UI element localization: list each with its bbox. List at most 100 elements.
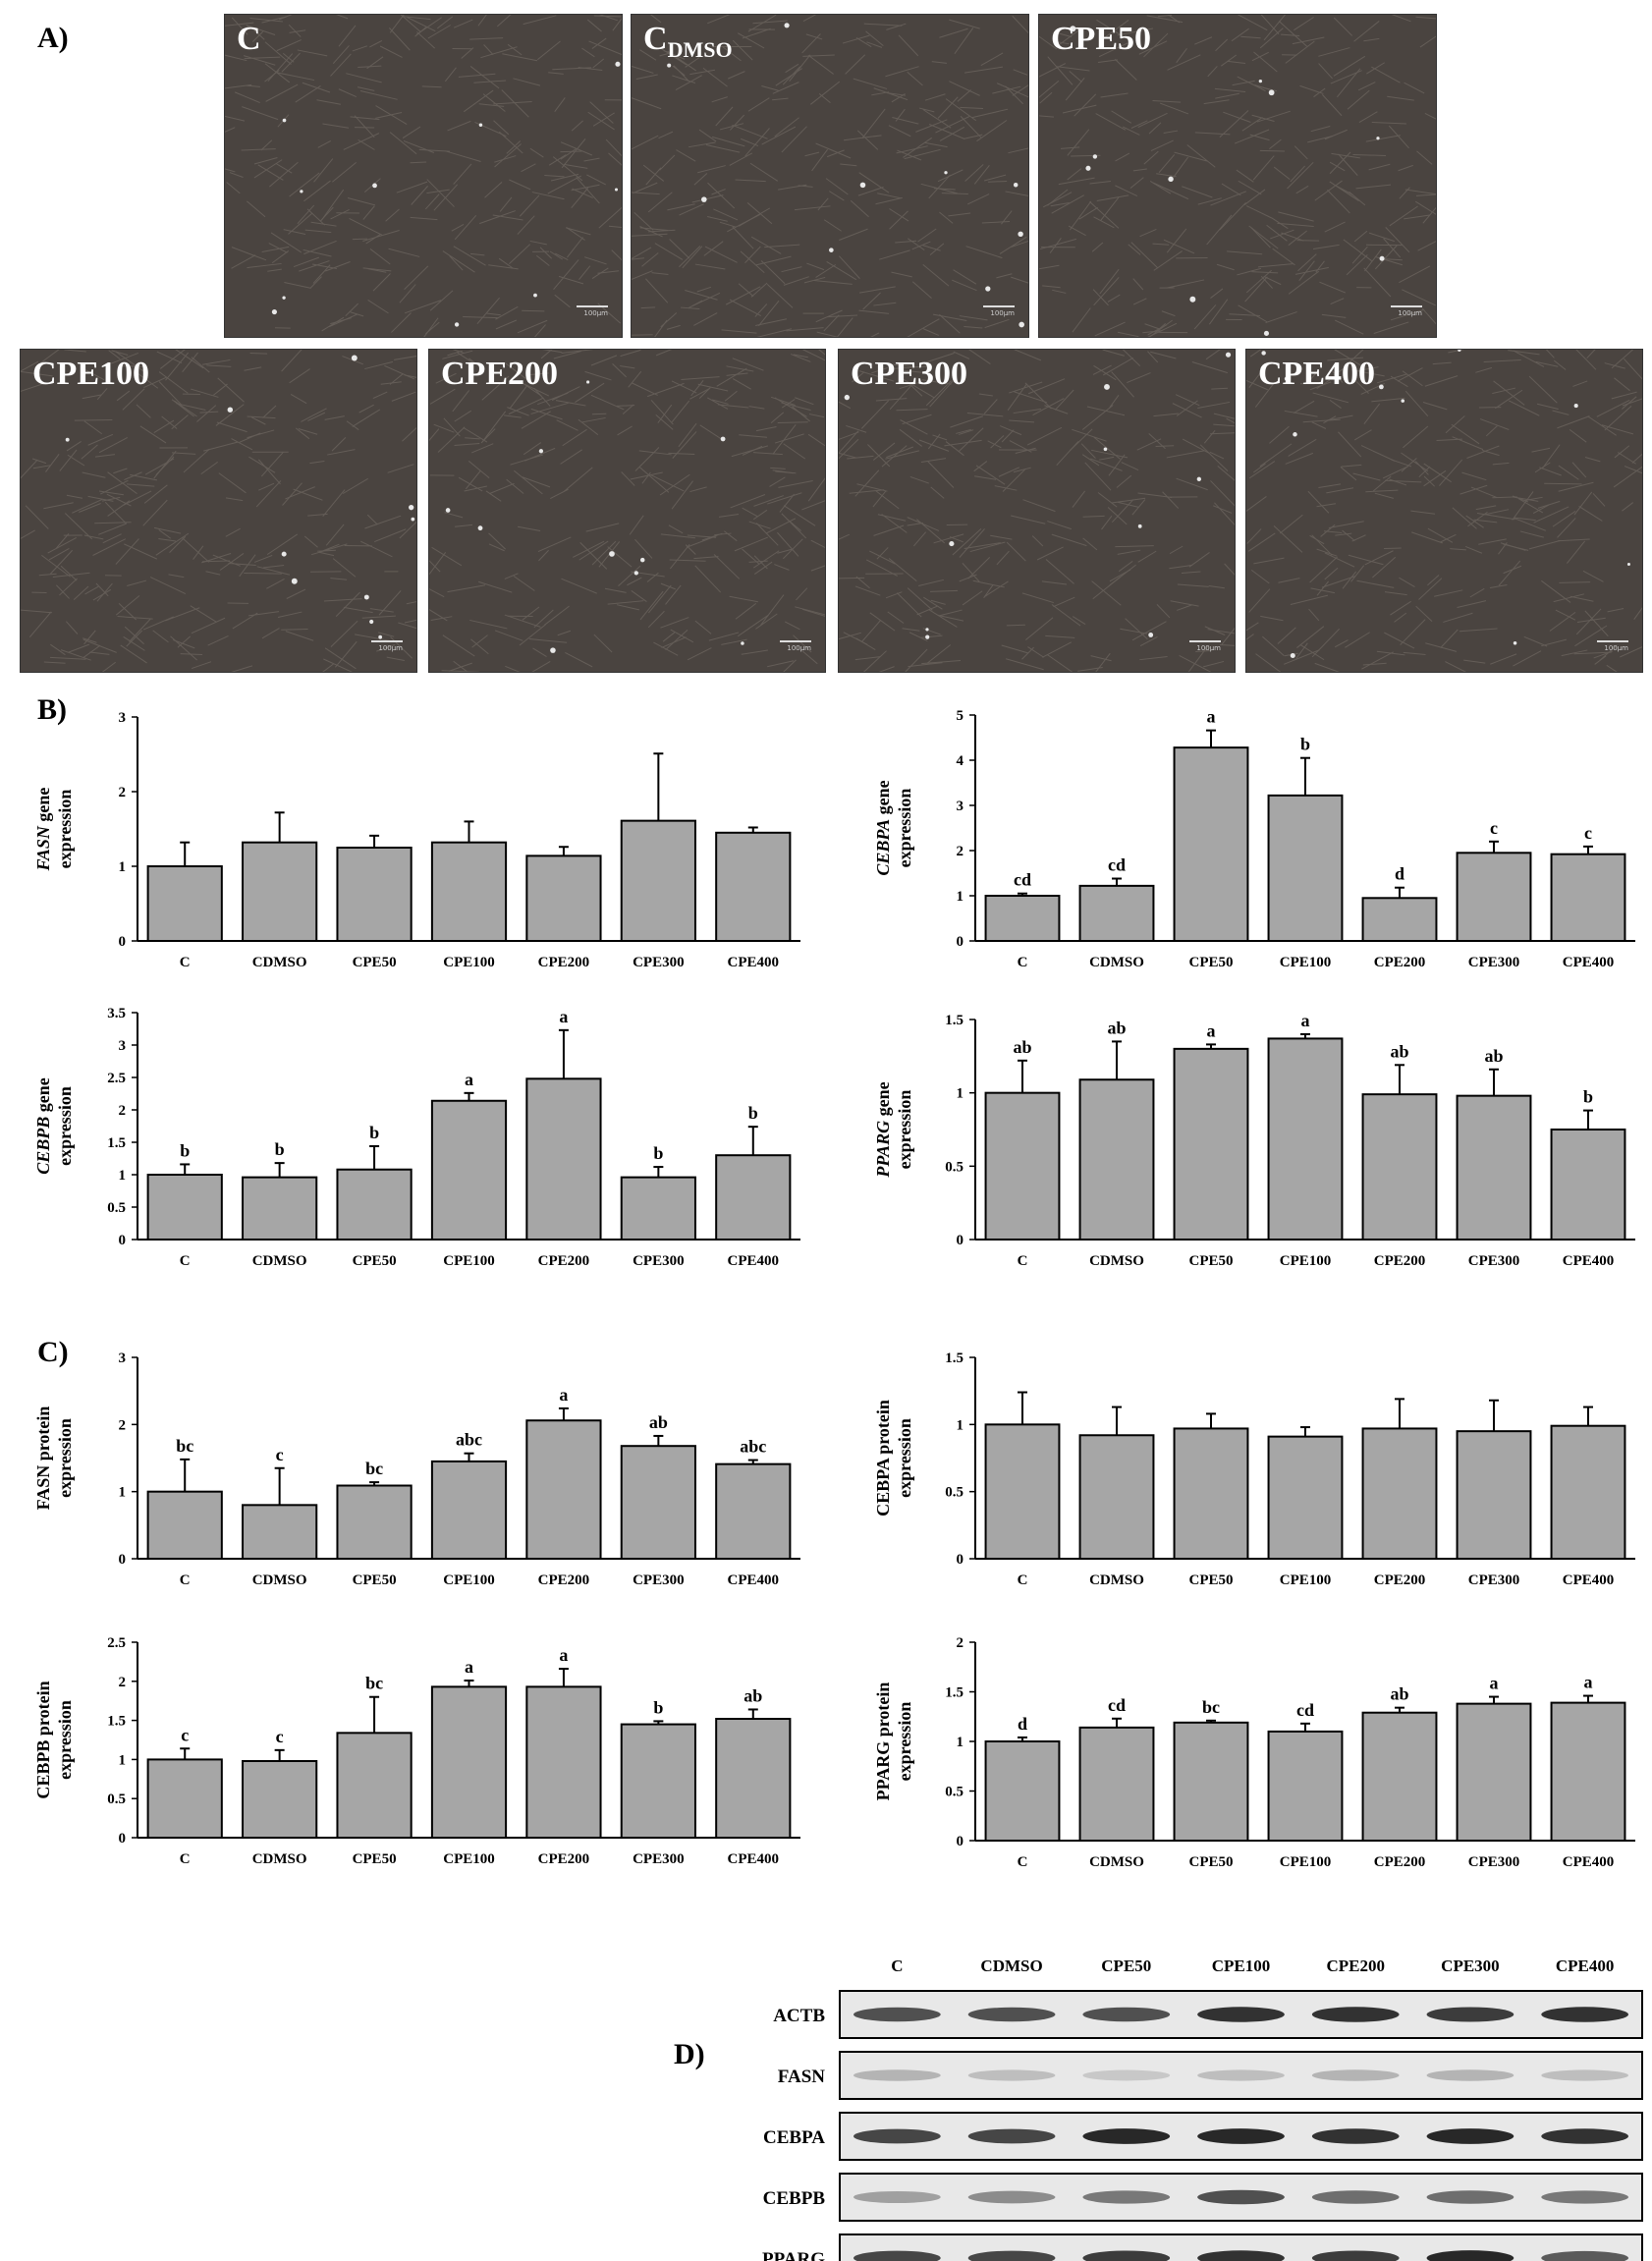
- significance-letter: bc: [176, 1436, 193, 1456]
- bar: [1267, 1037, 1344, 1241]
- micrograph-label-text: C: [643, 21, 668, 57]
- x-tick-label: CPE200: [1374, 955, 1426, 970]
- x-tick-label: CPE200: [538, 1253, 590, 1269]
- bar: [146, 1758, 223, 1840]
- bar: [336, 1168, 413, 1241]
- blot-row-label: CEBPB: [763, 2188, 826, 2209]
- scale-bar: [780, 640, 811, 642]
- bar: [1550, 853, 1626, 942]
- y-tick-label: 2: [119, 1103, 127, 1119]
- blot-band: [1311, 2128, 1400, 2144]
- blot-band: [1541, 2128, 1628, 2144]
- y-tick-label: 0.5: [945, 1485, 964, 1501]
- y-axis-label: CEBPB gene: [33, 1077, 53, 1175]
- bar: [620, 1723, 696, 1839]
- bar: [430, 1460, 508, 1560]
- scale-bar: [1189, 640, 1221, 642]
- x-tick-label: CPE400: [728, 1851, 780, 1866]
- x-tick-label: CPE200: [538, 1572, 590, 1588]
- scale-bar-label: 100μm: [1196, 644, 1221, 652]
- x-tick-label: CPE300: [1468, 1854, 1520, 1866]
- y-tick-label: 2: [957, 1635, 964, 1651]
- x-tick-label: CDMSO: [1089, 955, 1144, 970]
- x-tick-label: CPE100: [1280, 1253, 1332, 1269]
- y-tick-label: 4: [957, 753, 964, 769]
- bar: [1078, 1726, 1155, 1842]
- y-axis-label-gene: FASN: [33, 825, 53, 871]
- x-tick-label: CPE400: [1563, 1253, 1615, 1269]
- x-tick-label: CPE50: [353, 955, 397, 970]
- x-tick-label: CPE50: [1189, 1572, 1234, 1588]
- y-tick-label: 0: [957, 1552, 964, 1568]
- bar: [242, 1504, 318, 1561]
- bar: [1267, 1730, 1344, 1843]
- bar: [242, 1176, 318, 1241]
- micrograph-label: CPE300: [851, 356, 967, 393]
- blot-band: [1082, 2250, 1171, 2261]
- significance-letter: bc: [365, 1459, 383, 1478]
- y-axis-label: FASN protein: [33, 1406, 53, 1511]
- cell-texture: [429, 350, 825, 672]
- x-tick-label: CPE400: [728, 955, 780, 970]
- y-axis-label-line2: expression: [55, 790, 75, 869]
- y-axis-label-line2: expression: [55, 1418, 75, 1498]
- bar: [146, 865, 223, 942]
- significance-letter: ab: [743, 1685, 762, 1705]
- bar: [1173, 1047, 1249, 1241]
- y-tick-label: 3: [119, 1038, 127, 1054]
- micrograph-label: CPE400: [1258, 356, 1375, 393]
- blot-lane-label: CDMSO: [980, 1957, 1042, 1975]
- x-tick-label: CPE50: [1189, 955, 1234, 970]
- significance-letter: cd: [1296, 1700, 1314, 1720]
- significance-letter: ab: [1013, 1037, 1031, 1057]
- scale-bar-label: 100μm: [1604, 644, 1628, 652]
- bar: [1173, 1721, 1249, 1843]
- blot-band: [1197, 2128, 1285, 2144]
- panel-label-d: D): [674, 2038, 705, 2070]
- blot-band: [1082, 2007, 1171, 2022]
- x-tick-label: CPE50: [353, 1572, 397, 1588]
- blot-band: [1311, 2190, 1400, 2204]
- y-axis-label-text: gene: [873, 1081, 893, 1121]
- significance-letter: ab: [1390, 1684, 1408, 1704]
- bar: [525, 1685, 602, 1839]
- bar: [1361, 897, 1438, 942]
- significance-letter: a: [465, 1657, 473, 1677]
- y-axis-label-text: CEBPA protein: [873, 1400, 893, 1517]
- blot-row-label: FASN: [778, 2067, 825, 2087]
- x-tick-label: C: [1018, 1253, 1028, 1269]
- blot-row-label: PPARG: [762, 2249, 825, 2261]
- x-tick-label: CPE100: [1280, 1854, 1332, 1866]
- x-tick-label: CDMSO: [1089, 1572, 1144, 1588]
- y-tick-label: 1: [957, 1735, 964, 1750]
- significance-letter: ab: [649, 1412, 668, 1432]
- scale-bar: [1391, 305, 1422, 307]
- x-tick-label: CDMSO: [252, 1253, 307, 1269]
- blot-band: [1197, 2189, 1285, 2205]
- blot-row-label: CEBPA: [763, 2127, 825, 2148]
- chart-cebpa-protein: 0 0.5 1 1.5 CEBPA protein expression C CDMSO CPE…: [873, 1351, 1635, 1588]
- significance-letter: abc: [456, 1430, 482, 1450]
- x-tick-label: C: [1018, 955, 1028, 970]
- bar: [242, 1759, 318, 1839]
- significance-letter: cd: [1014, 870, 1031, 890]
- significance-letter: ab: [1390, 1041, 1408, 1061]
- significance-letter: a: [1207, 707, 1216, 727]
- blot-lane-label: CPE400: [1556, 1957, 1615, 1975]
- blot-lane-label: CPE300: [1441, 1957, 1500, 1975]
- cell-texture: [225, 15, 622, 337]
- scale-bar: [983, 305, 1015, 307]
- x-tick-label: CPE100: [443, 1253, 495, 1269]
- panel-label-a: A): [37, 22, 69, 54]
- x-tick-label: CPE400: [1563, 955, 1615, 970]
- significance-letter: abc: [740, 1437, 766, 1457]
- significance-letter: b: [369, 1123, 379, 1142]
- micrograph: CPE300 100μm: [838, 349, 1236, 673]
- blot-band: [1311, 2069, 1400, 2081]
- y-tick-label: 0: [957, 1233, 964, 1248]
- chart-fasn-gene: 0 1 2 3 FASN gene expression C CDMSO CPE50 CPE100…: [33, 710, 800, 970]
- blot-band: [967, 2190, 1056, 2204]
- micrograph: C 100μm: [224, 14, 623, 338]
- x-tick-label: CDMSO: [1089, 1854, 1144, 1866]
- micrograph-label-text: CPE300: [851, 356, 967, 392]
